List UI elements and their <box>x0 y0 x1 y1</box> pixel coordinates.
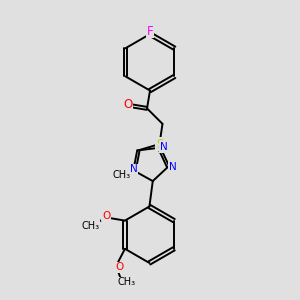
Text: N: N <box>160 142 167 152</box>
Text: O: O <box>102 211 110 221</box>
Text: N: N <box>169 162 176 172</box>
Text: CH₃: CH₃ <box>112 169 130 179</box>
Text: O: O <box>123 98 133 111</box>
Text: F: F <box>147 25 153 38</box>
Text: O: O <box>115 262 123 272</box>
Text: S: S <box>156 138 163 151</box>
Text: CH₃: CH₃ <box>81 221 100 231</box>
Text: CH₃: CH₃ <box>118 277 136 287</box>
Text: N: N <box>130 164 137 174</box>
